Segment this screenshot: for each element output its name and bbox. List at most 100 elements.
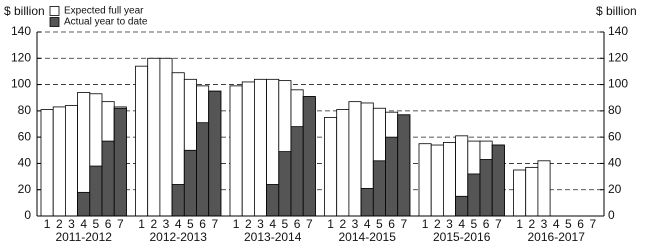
- bar: [491, 144, 505, 217]
- y-tick-label: 120: [11, 50, 31, 64]
- bar: [266, 184, 280, 217]
- bar: [40, 109, 54, 217]
- x-tick-label: 6: [294, 217, 301, 231]
- legend-label: Expected full year: [64, 6, 144, 17]
- bar: [241, 81, 255, 217]
- bar: [52, 106, 66, 217]
- group-label: 2015-2016: [433, 230, 491, 244]
- group-label: 2012-2013: [150, 230, 208, 244]
- x-tick-label: 4: [458, 217, 465, 231]
- x-tick-label: 4: [364, 217, 371, 231]
- x-tick-label: 7: [117, 217, 124, 231]
- x-tick-label: 5: [471, 217, 478, 231]
- x-tick-label: 3: [68, 217, 75, 231]
- x-tick-label: 3: [446, 217, 453, 231]
- y2-tick-label: 40: [608, 156, 622, 170]
- y-tick-label: 40: [18, 156, 32, 170]
- x-tick-label: 3: [257, 217, 264, 231]
- x-tick-label: 4: [269, 217, 276, 231]
- bar: [65, 105, 79, 217]
- x-tick-label: 2: [150, 217, 157, 231]
- x-tick-label: 6: [105, 217, 112, 231]
- bar: [385, 136, 399, 217]
- x-tick-label: 3: [163, 217, 170, 231]
- bar: [336, 109, 350, 217]
- x-tick-label: 1: [422, 217, 429, 231]
- x-tick-label: 5: [565, 217, 572, 231]
- bar: [442, 141, 456, 217]
- bar: [455, 195, 469, 217]
- bar: [430, 144, 444, 217]
- x-tick-label: 3: [352, 217, 359, 231]
- x-tick-label: 7: [306, 217, 313, 231]
- bar: [278, 151, 292, 217]
- y-tick-label: 0: [24, 208, 31, 222]
- bar: [372, 160, 386, 217]
- x-tick-label: 1: [516, 217, 523, 231]
- y2-tick-label: 0: [608, 208, 615, 222]
- x-tick-label: 3: [541, 217, 548, 231]
- group-label: 2014-2015: [339, 230, 397, 244]
- y2-tick-label: 120: [608, 50, 628, 64]
- x-tick-label: 7: [400, 217, 407, 231]
- y-tick-label: 100: [11, 77, 31, 91]
- bar: [159, 57, 173, 217]
- x-tick-label: 2: [245, 217, 252, 231]
- bar: [89, 165, 103, 217]
- bar: [302, 96, 316, 217]
- x-tick-label: 7: [589, 217, 596, 231]
- x-tick-label: 5: [376, 217, 383, 231]
- x-tick-label: 7: [495, 217, 502, 231]
- bar: [147, 57, 161, 217]
- bar: [397, 114, 411, 217]
- x-tick-label: 1: [138, 217, 145, 231]
- group-label: 2011-2012: [55, 230, 112, 244]
- bar: [348, 101, 362, 217]
- y2-tick-label: 80: [608, 103, 622, 117]
- x-tick-label: 1: [233, 217, 240, 231]
- bar: [77, 191, 91, 217]
- bar: [171, 184, 185, 217]
- y-tick-label: 60: [18, 129, 32, 143]
- x-tick-label: 1: [327, 217, 334, 231]
- y-axis-label: $ billion: [4, 4, 45, 18]
- group-label: 2013-2014: [244, 230, 302, 244]
- bar: [229, 85, 243, 217]
- bar: [101, 140, 115, 217]
- y2-tick-label: 20: [608, 182, 622, 196]
- y-tick-label: 20: [18, 182, 32, 196]
- bar: [525, 166, 539, 217]
- x-tick-label: 2: [528, 217, 535, 231]
- bar: [360, 187, 374, 217]
- x-tick-label: 2: [56, 217, 63, 231]
- y2-tick-label: 100: [608, 77, 628, 91]
- y-tick-label: 140: [11, 24, 31, 38]
- x-tick-label: 6: [388, 217, 395, 231]
- legend-swatch: [49, 17, 60, 27]
- x-tick-label: 7: [211, 217, 218, 231]
- bar: [513, 169, 527, 217]
- x-tick-label: 2: [339, 217, 346, 231]
- y2-tick-label: 140: [608, 24, 628, 38]
- bar: [183, 149, 197, 217]
- bar: [479, 159, 493, 217]
- bar: [208, 90, 222, 217]
- x-tick-label: 6: [483, 217, 490, 231]
- x-tick-label: 4: [175, 217, 182, 231]
- bar: [537, 160, 551, 217]
- bar: [324, 117, 338, 217]
- y-tick-label: 80: [18, 103, 32, 117]
- legend-swatch: [49, 6, 60, 16]
- y2-tick-label: 60: [608, 129, 622, 143]
- bar: [418, 143, 432, 217]
- x-tick-label: 6: [199, 217, 206, 231]
- bar: [196, 122, 210, 217]
- x-tick-label: 5: [187, 217, 194, 231]
- bar: [253, 78, 267, 217]
- legend-label: Actual year to date: [64, 17, 148, 28]
- bar: [113, 107, 127, 217]
- bar: [467, 173, 481, 217]
- x-tick-label: 5: [93, 217, 100, 231]
- x-tick-label: 1: [44, 217, 51, 231]
